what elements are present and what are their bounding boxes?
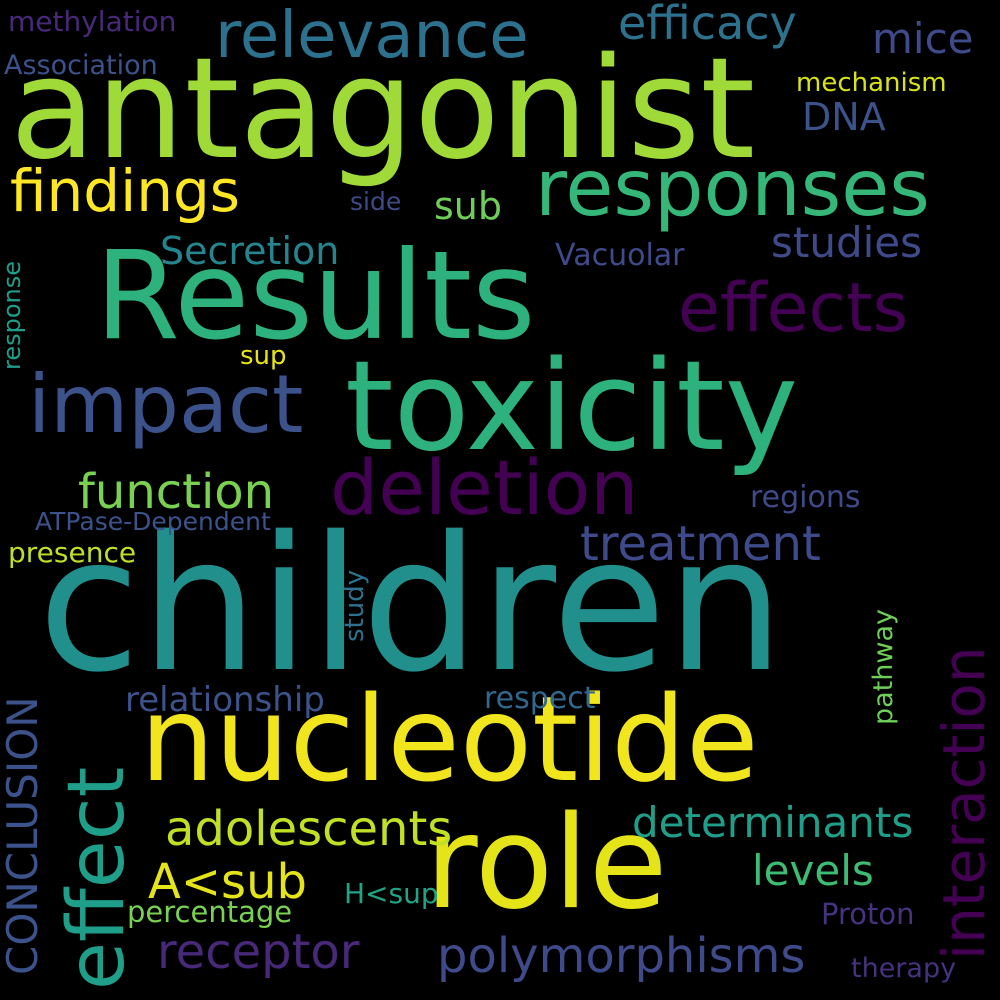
word-studies: studies (771, 218, 923, 267)
word-antagonist: antagonist (10, 28, 756, 191)
word-function: function (78, 464, 275, 520)
word-vacuolar: Vacuolar (555, 238, 685, 273)
word-receptor: receptor (157, 924, 360, 980)
word-percentage: percentage (127, 895, 293, 929)
word-a-sub: A<sub (148, 854, 307, 910)
word-h-sup: H<sup (344, 877, 439, 910)
word-atpase-dependent: ATPase-Dependent (35, 507, 271, 536)
word-results: Results (95, 225, 536, 367)
word-interaction: interaction (930, 646, 998, 960)
word-secretion: Secretion (160, 229, 340, 273)
word-levels: levels (752, 846, 874, 895)
word-nucleotide: nucleotide (140, 670, 759, 808)
word-response: response (0, 260, 26, 370)
word-mechanism: mechanism (796, 68, 947, 98)
word-relevance: relevance (215, 0, 529, 73)
word-effect: effect (52, 766, 142, 990)
word-mice: mice (872, 14, 974, 63)
word-conclusion: CONCLUSION (0, 696, 47, 975)
word-sub: sub (434, 184, 503, 228)
word-polymorphisms: polymorphisms (437, 928, 806, 984)
word-impact: impact (28, 358, 304, 451)
word-association: Association (4, 50, 158, 81)
word-study: study (340, 569, 370, 642)
word-methylation: methylation (8, 5, 177, 38)
word-proton: Proton (821, 897, 915, 931)
word-responses: responses (535, 144, 930, 234)
word-respect: respect (484, 681, 596, 716)
word-treatment: treatment (580, 516, 821, 572)
word-determinants: determinants (632, 798, 914, 847)
word-findings: findings (10, 157, 241, 225)
word-dna: DNA (802, 95, 886, 139)
word-side: side (350, 187, 402, 216)
word-adolescents: adolescents (165, 801, 453, 857)
word-presence: presence (8, 536, 137, 569)
word-toxicity: toxicity (345, 335, 799, 479)
word-pathway: pathway (868, 609, 899, 725)
word-sup: sup (240, 341, 287, 371)
word-effects: effects (678, 269, 908, 348)
word-therapy: therapy (851, 953, 957, 984)
word-relationship: relationship (125, 680, 325, 720)
word-children: children (38, 496, 785, 713)
word-role: role (425, 789, 668, 938)
word-efficacy: efficacy (618, 0, 797, 50)
word-regions: regions (750, 480, 861, 515)
word-deletion: deletion (330, 443, 639, 532)
